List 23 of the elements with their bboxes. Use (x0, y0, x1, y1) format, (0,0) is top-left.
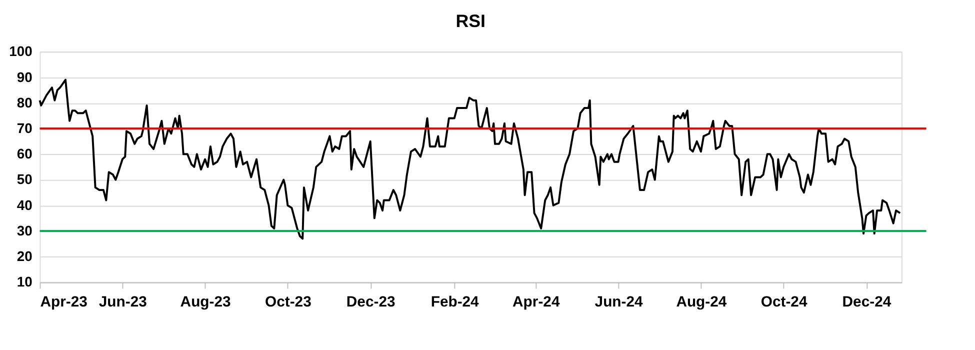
y-tick-label: 20 (16, 248, 33, 264)
x-tick-label: Oct-23 (265, 294, 312, 311)
y-tick-label: 50 (16, 171, 33, 188)
x-tick-label: Dec-24 (842, 294, 892, 311)
x-tick-label: Apr-24 (512, 294, 560, 311)
y-tick-label: 30 (16, 222, 33, 238)
x-tick-label: Apr-23 (40, 294, 88, 311)
x-tick-label: Jun-23 (98, 294, 147, 311)
x-tick-label: Aug-23 (180, 294, 231, 311)
x-tick-label: Jun-24 (594, 294, 644, 311)
y-tick-label: 40 (16, 196, 33, 213)
x-tick-label: Oct-24 (760, 294, 808, 311)
y-tick-label: 90 (16, 68, 33, 85)
x-tick-label: Feb-24 (430, 294, 480, 311)
chart-title: RSI (456, 10, 486, 31)
line-series (38, 78, 902, 240)
y-tick-label: 70 (16, 120, 33, 136)
y-tick-label: 100 (9, 43, 33, 60)
y-tick-label: 10 (16, 274, 33, 290)
x-tick-label: Aug-24 (676, 294, 728, 311)
y-tick-label: 60 (16, 146, 33, 162)
x-tick-label: Dec-23 (346, 294, 396, 311)
y-tick-label: 80 (16, 94, 33, 110)
